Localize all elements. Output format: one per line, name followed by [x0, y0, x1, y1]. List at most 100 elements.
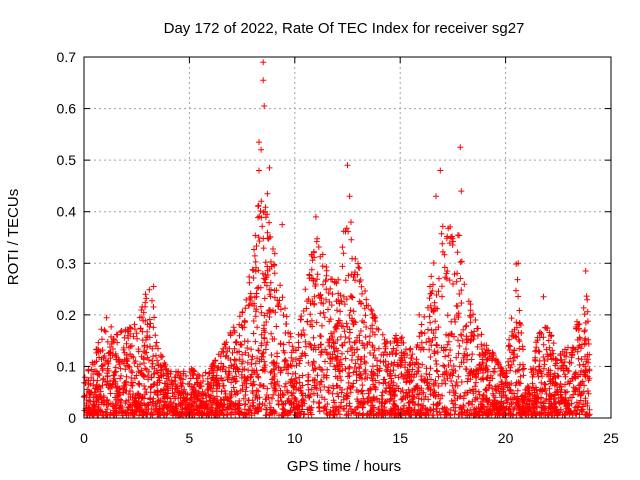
- roti-point: [249, 353, 256, 360]
- roti-point: [312, 283, 319, 289]
- roti-point: [475, 325, 481, 332]
- roti-point: [472, 383, 478, 390]
- roti-point: [151, 314, 158, 321]
- roti-point: [568, 394, 575, 401]
- roti-point: [339, 386, 345, 393]
- roti-point: [85, 367, 92, 374]
- roti-point: [158, 364, 165, 370]
- roti-point: [399, 396, 406, 403]
- roti-point: [390, 382, 397, 389]
- roti-point: [497, 372, 504, 379]
- roti-point: [507, 343, 514, 350]
- roti-point: [118, 405, 125, 412]
- roti-point: [240, 395, 247, 402]
- roti-point: [506, 336, 513, 343]
- roti-outlier-point: [393, 332, 399, 339]
- roti-point: [358, 283, 365, 290]
- roti-point: [114, 331, 121, 338]
- roti-point: [291, 396, 298, 403]
- roti-point: [362, 288, 369, 294]
- roti-point: [472, 396, 479, 403]
- roti-point: [423, 339, 430, 346]
- data-marks: [81, 59, 593, 419]
- roti-outlier-point: [260, 77, 267, 84]
- roti-point: [134, 390, 141, 397]
- roti-point: [441, 371, 448, 378]
- roti-point: [531, 356, 538, 363]
- roti-point: [432, 357, 439, 364]
- roti-point: [187, 375, 194, 382]
- roti-point: [478, 341, 485, 348]
- roti-point: [250, 390, 256, 396]
- roti-point: [133, 372, 140, 379]
- roti-point: [525, 409, 532, 415]
- roti-point: [369, 322, 376, 329]
- roti-point: [307, 321, 314, 328]
- roti-point: [363, 302, 370, 309]
- roti-point: [372, 318, 379, 325]
- roti-point: [583, 358, 590, 365]
- roti-outlier-point: [437, 167, 444, 174]
- roti-point: [283, 321, 289, 327]
- roti-point: [474, 343, 481, 350]
- roti-point: [573, 325, 580, 332]
- roti-point: [379, 389, 386, 396]
- roti-point: [172, 381, 179, 388]
- roti-point: [549, 347, 556, 354]
- roti-point: [153, 339, 160, 346]
- roti-outlier-point: [515, 260, 522, 267]
- roti-point: [302, 338, 309, 345]
- roti-point: [263, 274, 270, 281]
- roti-point: [572, 385, 579, 392]
- roti-point: [426, 346, 433, 353]
- roti-point: [236, 332, 243, 339]
- roti-point: [407, 377, 413, 384]
- roti-point: [586, 406, 593, 413]
- roti-point: [481, 342, 488, 349]
- roti-point: [449, 242, 456, 248]
- roti-point: [343, 402, 350, 409]
- roti-point: [555, 373, 562, 380]
- roti-point: [583, 367, 589, 374]
- roti-point: [117, 375, 124, 382]
- roti-point: [168, 368, 174, 375]
- roti-point: [382, 399, 389, 405]
- roti-point: [187, 395, 194, 402]
- roti-point: [445, 352, 452, 359]
- roti-point: [510, 396, 517, 403]
- roti-point: [271, 410, 278, 417]
- roti-point: [417, 412, 424, 419]
- roti-point: [547, 367, 554, 374]
- roti-point: [208, 365, 214, 372]
- roti-point: [530, 371, 537, 378]
- roti-point: [255, 408, 262, 415]
- roti-point: [348, 219, 354, 226]
- roti-point: [525, 384, 532, 391]
- roti-point: [566, 402, 573, 409]
- roti-point: [379, 331, 386, 338]
- roti-point: [103, 314, 110, 321]
- roti-point: [303, 343, 309, 350]
- roti-point: [511, 347, 518, 354]
- roti-point: [387, 368, 394, 375]
- roti-point: [166, 408, 173, 415]
- roti-point: [289, 343, 296, 350]
- roti-point: [295, 344, 302, 351]
- roti-point: [361, 345, 368, 351]
- roti-point: [299, 350, 306, 357]
- roti-point: [462, 389, 469, 396]
- roti-point: [201, 404, 208, 411]
- roti-point: [469, 351, 476, 358]
- roti-point: [536, 348, 543, 355]
- roti-point: [380, 352, 387, 359]
- roti-point: [218, 360, 225, 367]
- roti-point: [482, 386, 489, 393]
- roti-point: [395, 374, 402, 381]
- roti-point: [102, 328, 109, 335]
- roti-point: [253, 243, 260, 249]
- roti-point: [380, 380, 387, 387]
- roti-point: [350, 274, 357, 281]
- roti-point: [150, 304, 157, 310]
- roti-point: [516, 320, 523, 327]
- roti-point: [178, 383, 185, 390]
